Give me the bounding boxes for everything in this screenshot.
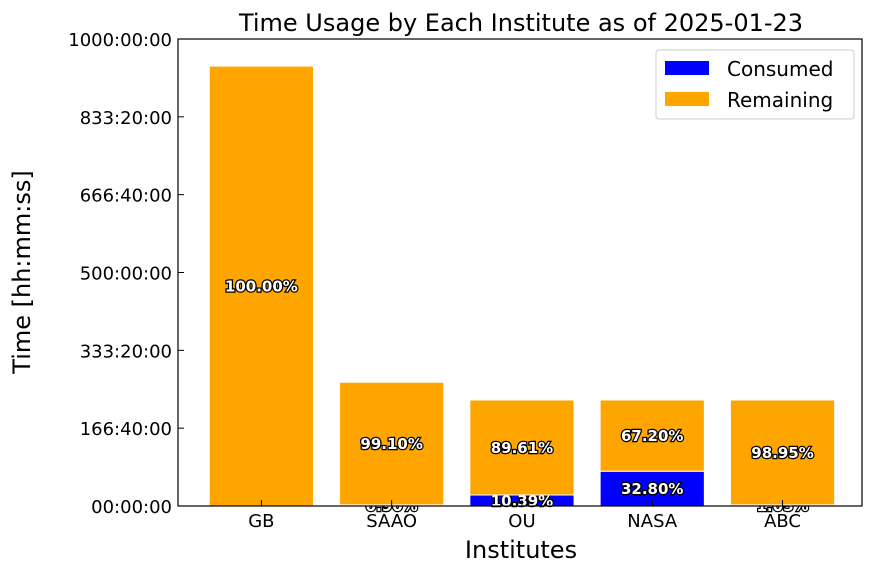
legend-swatch-remaining — [665, 92, 709, 106]
x-tick-label: NASA — [627, 511, 678, 532]
y-tick-label: 00:00:00 — [91, 497, 172, 518]
data-label: 99.10% — [360, 435, 422, 453]
y-tick-label: 500:00:00 — [80, 264, 172, 285]
chart-title: Time Usage by Each Institute as of 2025-… — [238, 9, 803, 37]
bar-remaining-abc — [729, 399, 836, 506]
y-tick-label: 833:20:00 — [80, 108, 172, 129]
x-tick-label: ABC — [764, 511, 801, 532]
bar-remaining-gb — [208, 65, 314, 507]
data-label: 100.00% — [225, 278, 298, 296]
legend-label-consumed: Consumed — [727, 57, 833, 81]
x-tick-label: SAAO — [366, 511, 417, 532]
legend-label-remaining: Remaining — [727, 88, 833, 112]
data-label: 98.95% — [751, 444, 813, 462]
y-axis-label: Time [hh:mm:ss] — [8, 170, 36, 374]
bar-remaining-ou — [469, 399, 575, 496]
x-tick-label: OU — [508, 511, 535, 532]
bar-remaining-nasa — [599, 399, 705, 472]
legend: Consumed Remaining — [655, 49, 855, 120]
x-axis-label: Institutes — [465, 536, 577, 564]
data-label: 89.61% — [491, 439, 553, 457]
y-tick-label: 666:40:00 — [80, 186, 172, 207]
data-label: 67.20% — [621, 427, 683, 445]
legend-swatch-consumed — [665, 61, 709, 75]
y-tick-label: 166:40:00 — [80, 419, 172, 440]
y-tick-label: 1000:00:00 — [68, 30, 172, 51]
x-tick-label: GB — [248, 511, 274, 532]
plot-frame — [177, 38, 863, 507]
data-label: 32.80% — [621, 480, 683, 498]
y-tick-label: 333:20:00 — [80, 341, 172, 362]
